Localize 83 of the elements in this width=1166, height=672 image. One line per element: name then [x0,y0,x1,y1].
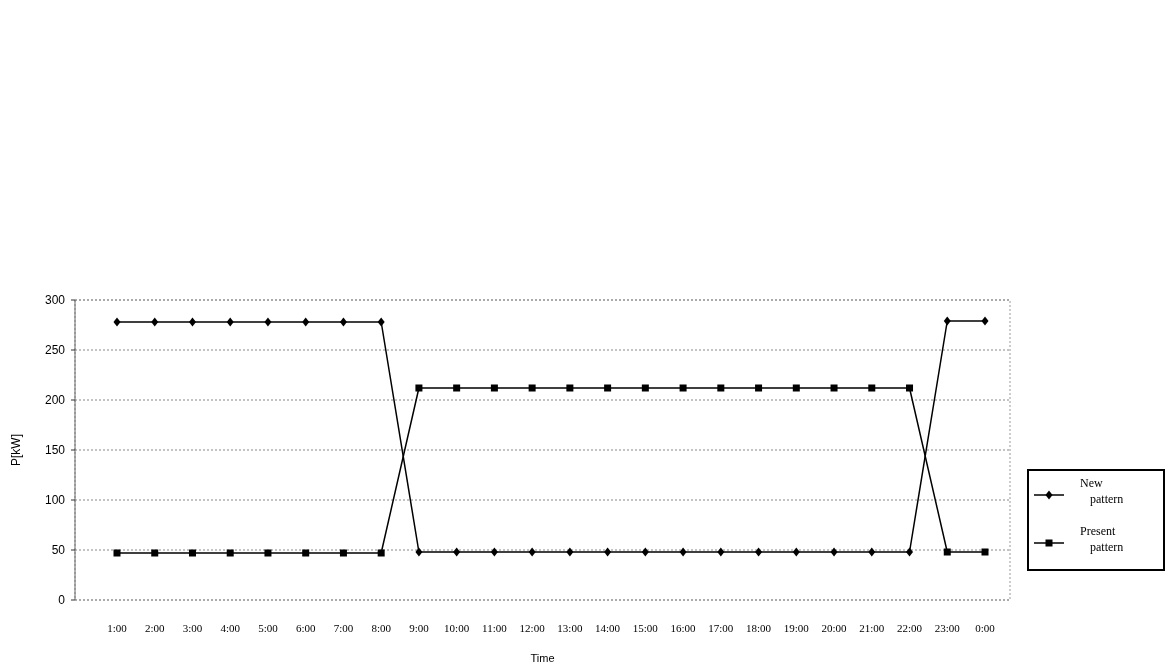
y-tick-label: 300 [44,293,66,308]
point [528,384,536,392]
point [302,549,310,557]
x-tick-label: 7:00 [333,622,354,634]
point [113,549,121,557]
x-tick-label: 12:00 [519,622,546,634]
x-tick-label: 3:00 [182,622,203,634]
point [490,384,498,392]
x-tick-label: 0:00 [975,622,996,634]
x-tick-label: 4:00 [220,622,241,634]
point [792,384,800,392]
point [679,547,687,557]
legend-label: New pattern [1080,476,1124,506]
point [339,549,347,557]
point [830,547,838,557]
point [566,384,574,392]
point [717,547,725,557]
point [981,548,989,556]
point [604,384,612,392]
legend-label: Present pattern [1080,524,1124,554]
y-tick-label: 150 [44,443,66,458]
point [415,384,423,392]
point [151,549,159,557]
x-tick-label: 20:00 [821,622,848,634]
point [641,547,649,557]
point [679,384,687,392]
point [717,384,725,392]
point [641,384,649,392]
point [188,549,196,557]
x-tick-label: 11:00 [482,622,508,634]
y-tick-label: 0 [58,593,66,608]
point [302,317,310,327]
point [226,549,234,557]
point [830,384,838,392]
point [226,317,234,327]
point [377,549,385,557]
x-tick-label: 18:00 [746,622,772,634]
x-tick-label: 1:00 [107,622,128,634]
x-tick-label: 19:00 [783,622,810,634]
x-tick-label: 5:00 [258,622,279,634]
point [566,547,574,557]
point [755,547,763,557]
y-axis-title: P[kW] [9,434,23,466]
point [453,547,461,557]
point [264,317,272,327]
point [151,317,159,327]
point [604,547,612,557]
x-tick-label: 17:00 [708,622,734,634]
point [339,317,347,327]
point [868,547,876,557]
x-axis-title: Time [530,652,555,664]
y-tick-label: 200 [44,393,66,408]
point [377,317,385,327]
point [906,547,914,557]
x-tick-label: 21:00 [859,622,885,634]
point [943,548,951,556]
x-tick-label: 6:00 [295,622,316,634]
x-tick-label: 13:00 [557,622,583,634]
x-tick-label: 14:00 [595,622,621,634]
x-tick-label: 2:00 [144,622,166,634]
point [981,316,989,326]
point [188,317,196,327]
y-tick-label: 250 [44,343,66,358]
point [906,384,914,392]
x-tick-label: 9:00 [409,622,430,634]
point [264,549,272,557]
x-tick-label: 8:00 [371,622,392,634]
x-tick-label: 10:00 [444,622,470,634]
y-tick-label: 50 [51,543,66,558]
point [113,317,121,327]
x-tick-label: 15:00 [632,622,659,634]
x-tick-label: 16:00 [670,622,697,634]
point [755,384,763,392]
x-tick-label: 23:00 [934,622,961,634]
point [415,547,423,557]
point [453,384,461,392]
point [943,316,951,326]
y-tick-label: 100 [44,493,66,508]
x-tick-label: 22:00 [896,622,923,634]
point [490,547,498,557]
point [868,384,876,392]
point [528,547,536,557]
point [792,547,800,557]
